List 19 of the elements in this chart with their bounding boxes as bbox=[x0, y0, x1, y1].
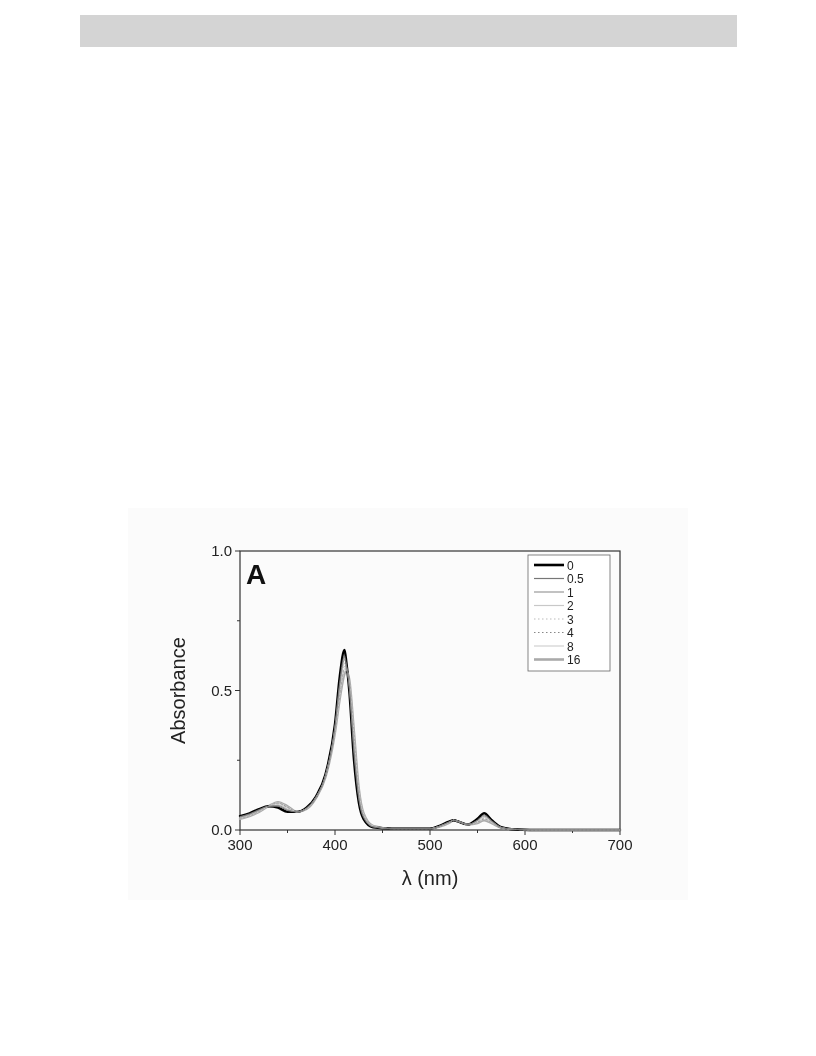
legend-label: 1 bbox=[567, 585, 574, 600]
x-axis-title: λ (nm) bbox=[401, 867, 459, 889]
legend-label: 0.5 bbox=[567, 572, 585, 586]
legend-label: 16 bbox=[567, 653, 581, 667]
x-tick-label: 700 bbox=[607, 836, 633, 853]
legend-label: 0 bbox=[567, 558, 574, 573]
x-tick-label: 500 bbox=[417, 836, 443, 853]
legend-label: 2 bbox=[567, 599, 574, 613]
legend-label: 8 bbox=[567, 639, 574, 654]
y-tick-label: 0.5 bbox=[211, 681, 232, 699]
x-tick-label: 400 bbox=[322, 836, 348, 853]
y-tick-label: 0.0 bbox=[211, 821, 232, 838]
x-tick-label: 300 bbox=[227, 836, 253, 853]
y-tick-label: 1.0 bbox=[211, 542, 232, 559]
legend-label: 3 bbox=[567, 612, 574, 627]
x-tick-label: 600 bbox=[512, 836, 538, 853]
legend-label: 4 bbox=[567, 626, 574, 640]
y-axis-title: Absorbance bbox=[167, 637, 189, 744]
annotation: A bbox=[246, 559, 267, 590]
